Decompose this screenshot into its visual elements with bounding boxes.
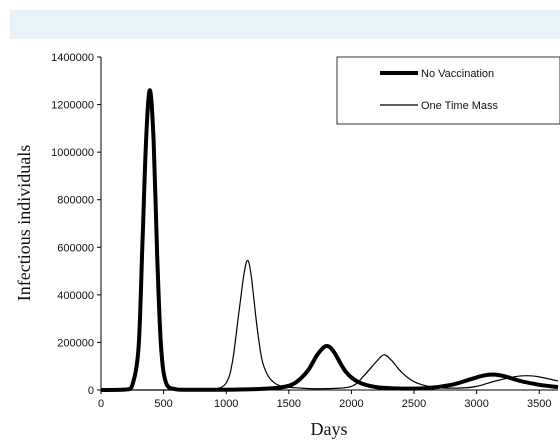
- y-tick-label: 1000000: [51, 147, 94, 159]
- x-tick-label: 500: [154, 398, 172, 410]
- series-line-one-time-mass: [101, 259, 559, 391]
- x-tick-label: 1500: [277, 398, 301, 410]
- x-tick-label: 3000: [464, 398, 488, 410]
- x-tick-label: 0: [98, 398, 104, 410]
- legend-label-one-time-mass: One Time Mass: [421, 100, 499, 112]
- y-tick-label: 800000: [57, 195, 94, 207]
- legend: No Vaccination One Time Mass: [336, 56, 560, 125]
- y-tick-label: 400000: [57, 290, 94, 302]
- legend-label-no-vaccination: No Vaccination: [421, 68, 494, 80]
- y-tick-label: 200000: [57, 337, 94, 349]
- y-axis-title: Infectious individuals: [14, 145, 34, 301]
- y-tick-label: 1200000: [51, 100, 94, 112]
- y-tick-label: 600000: [57, 242, 94, 254]
- x-tick-label: 2500: [402, 398, 426, 410]
- y-tick-label: 0: [88, 385, 94, 397]
- header-band: [10, 10, 560, 39]
- x-tick-label: 3500: [527, 398, 551, 410]
- x-tick-label: 2000: [339, 398, 363, 410]
- legend-box: [336, 56, 560, 125]
- x-axis-title: Days: [311, 419, 348, 439]
- series-line-no-vaccination: [100, 88, 559, 392]
- x-tick-label: 1000: [214, 398, 238, 410]
- y-tick-label: 1400000: [51, 52, 94, 64]
